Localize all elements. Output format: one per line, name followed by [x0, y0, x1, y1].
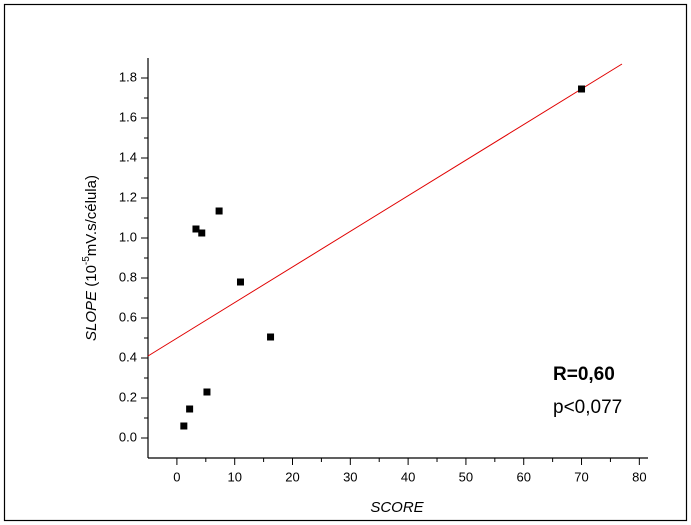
y-tick-label: 0.0 — [119, 429, 137, 444]
x-tick-label: 30 — [343, 469, 357, 484]
y-label-part: SLOPE — [83, 290, 100, 341]
x-tick-label: 40 — [401, 469, 415, 484]
annotation: p<0,077 — [553, 397, 622, 418]
fit-line — [147, 63, 623, 357]
point — [203, 388, 211, 396]
y-tick-label: 1.6 — [119, 109, 137, 124]
y-tick-label: 0.6 — [119, 309, 137, 324]
y-label-part: -5 — [81, 256, 92, 265]
y-tick-label: 0.2 — [119, 389, 137, 404]
point — [180, 422, 188, 430]
y-tick-label: 0.4 — [119, 349, 137, 364]
x-tick-label: 0 — [173, 469, 180, 484]
frame — [3, 3, 688, 522]
y-tick-label: 1.2 — [119, 189, 137, 204]
y-axis-label: SLOPE (10-5mV.s/célula) — [81, 175, 100, 341]
x-tick-label: 60 — [516, 469, 530, 484]
point — [267, 333, 275, 341]
annotation: R=0,60 — [553, 364, 615, 385]
point — [215, 207, 223, 215]
point — [236, 278, 244, 286]
y-tick-label: 1.8 — [119, 69, 137, 84]
point — [186, 405, 194, 413]
y-tick-label: 1.0 — [119, 229, 137, 244]
x-tick-label: 70 — [574, 469, 588, 484]
y-tick-label: 1.4 — [119, 149, 137, 164]
x-tick-label: 80 — [632, 469, 646, 484]
y-tick-label: 0.8 — [119, 269, 137, 284]
y-label-part: (10 — [83, 265, 100, 291]
point — [192, 225, 200, 233]
y-label-part: mV.s/célula) — [83, 175, 100, 256]
x-axis-label: SCORE — [370, 499, 424, 516]
x-tick-label: 50 — [459, 469, 473, 484]
point — [198, 229, 206, 237]
x-tick-label: 10 — [227, 469, 241, 484]
x-tick-label: 20 — [285, 469, 299, 484]
point — [578, 85, 586, 93]
